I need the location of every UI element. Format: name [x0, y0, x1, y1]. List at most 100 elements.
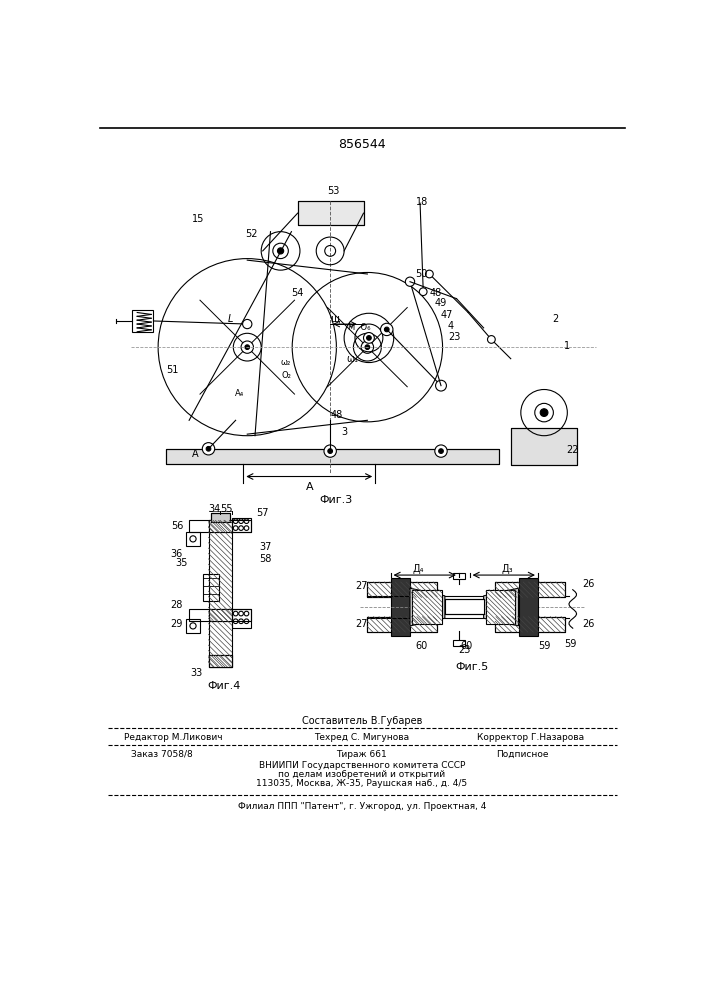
Polygon shape — [495, 582, 565, 597]
Text: 26: 26 — [582, 619, 595, 629]
Circle shape — [436, 380, 446, 391]
Circle shape — [243, 319, 252, 329]
Bar — [232, 518, 251, 532]
Text: Составитель В.Губарев: Составитель В.Губарев — [302, 716, 422, 726]
Text: 856544: 856544 — [338, 138, 386, 151]
Bar — [186, 532, 200, 546]
Text: ВНИИПИ Государственного комитета СССР: ВНИИПИ Государственного комитета СССР — [259, 761, 465, 770]
Text: Д₃: Д₃ — [501, 564, 513, 574]
Text: Д₄: Д₄ — [412, 564, 423, 574]
Text: по делам изобретений и открытий: по делам изобретений и открытий — [279, 770, 445, 779]
Text: Корректор Г.Назарова: Корректор Г.Назарова — [477, 733, 584, 742]
Circle shape — [363, 333, 374, 343]
Circle shape — [385, 327, 389, 332]
Text: 3: 3 — [341, 427, 347, 437]
Polygon shape — [209, 520, 232, 532]
Text: 29: 29 — [170, 619, 182, 629]
Text: 59: 59 — [538, 641, 550, 651]
Bar — [445, 599, 484, 614]
Text: 27: 27 — [355, 619, 368, 629]
Text: 35: 35 — [175, 558, 187, 568]
Circle shape — [233, 333, 261, 361]
Text: O₂: O₂ — [281, 371, 291, 380]
Text: 47: 47 — [440, 310, 452, 320]
Text: Филиал ППП "Патент", г. Ужгород, ул. Проектная, 4: Филиал ППП "Патент", г. Ужгород, ул. Про… — [238, 802, 486, 811]
Text: 27: 27 — [355, 581, 368, 591]
Text: Фиг.4: Фиг.4 — [207, 681, 240, 691]
Text: 48: 48 — [330, 410, 342, 420]
Polygon shape — [209, 609, 232, 620]
Text: ω₁: ω₁ — [346, 354, 358, 364]
Text: 48: 48 — [429, 288, 442, 298]
Text: A₄: A₄ — [235, 389, 244, 398]
Text: 18: 18 — [416, 197, 428, 207]
Polygon shape — [209, 520, 232, 667]
Text: 57: 57 — [257, 508, 269, 518]
Bar — [495, 617, 565, 632]
Bar — [510, 428, 577, 465]
Text: M  O₆: M O₆ — [349, 323, 371, 332]
Circle shape — [361, 341, 373, 353]
Text: 4: 4 — [448, 321, 454, 331]
Bar — [186, 619, 200, 633]
Circle shape — [540, 409, 548, 416]
Text: 23: 23 — [448, 332, 460, 342]
Bar — [166, 449, 499, 464]
Bar — [368, 617, 437, 632]
Polygon shape — [484, 588, 518, 626]
Text: 28: 28 — [170, 600, 182, 610]
Text: 26: 26 — [582, 579, 595, 589]
Text: 49: 49 — [435, 298, 447, 308]
Text: 2: 2 — [551, 314, 558, 324]
Text: 56: 56 — [171, 521, 184, 531]
Circle shape — [328, 449, 332, 453]
Text: щ: щ — [330, 314, 339, 324]
Bar — [211, 513, 230, 522]
Text: 59: 59 — [564, 639, 577, 649]
Text: 22: 22 — [566, 445, 579, 455]
Circle shape — [202, 443, 215, 455]
Text: 58: 58 — [259, 554, 271, 564]
Text: ω₂: ω₂ — [281, 358, 291, 367]
Text: Заказ 7058/8: Заказ 7058/8 — [131, 750, 193, 759]
Text: Тираж 661: Тираж 661 — [337, 750, 387, 759]
Circle shape — [354, 333, 381, 361]
Bar — [232, 609, 251, 628]
Circle shape — [419, 288, 427, 296]
Circle shape — [426, 270, 433, 278]
Text: 34: 34 — [209, 504, 221, 514]
Bar — [452, 640, 465, 646]
Circle shape — [367, 336, 371, 340]
Text: 60: 60 — [460, 641, 473, 651]
Circle shape — [405, 277, 414, 286]
Text: Подписное: Подписное — [496, 750, 549, 759]
Circle shape — [435, 445, 448, 457]
Text: 37: 37 — [259, 542, 271, 552]
Circle shape — [380, 323, 393, 336]
Text: 52: 52 — [245, 229, 257, 239]
Text: A: A — [192, 449, 199, 459]
Circle shape — [206, 446, 211, 451]
Text: 51: 51 — [166, 365, 178, 375]
Text: 1: 1 — [564, 341, 571, 351]
Bar — [391, 578, 410, 636]
Bar — [189, 609, 251, 620]
Bar — [510, 428, 577, 465]
Text: 60: 60 — [416, 641, 428, 651]
Bar — [298, 201, 363, 225]
Text: 33: 33 — [191, 668, 203, 678]
Text: 53: 53 — [327, 186, 339, 196]
Bar — [452, 573, 465, 579]
Bar — [166, 449, 499, 464]
Bar — [132, 310, 153, 332]
Bar — [518, 578, 538, 636]
Text: 15: 15 — [192, 214, 204, 224]
Circle shape — [277, 248, 284, 254]
Polygon shape — [209, 655, 232, 667]
Text: 50: 50 — [416, 269, 428, 279]
Bar — [203, 574, 218, 601]
Text: L: L — [228, 314, 233, 324]
Polygon shape — [486, 590, 515, 624]
Text: 23: 23 — [458, 645, 470, 655]
Text: 54: 54 — [291, 288, 304, 298]
